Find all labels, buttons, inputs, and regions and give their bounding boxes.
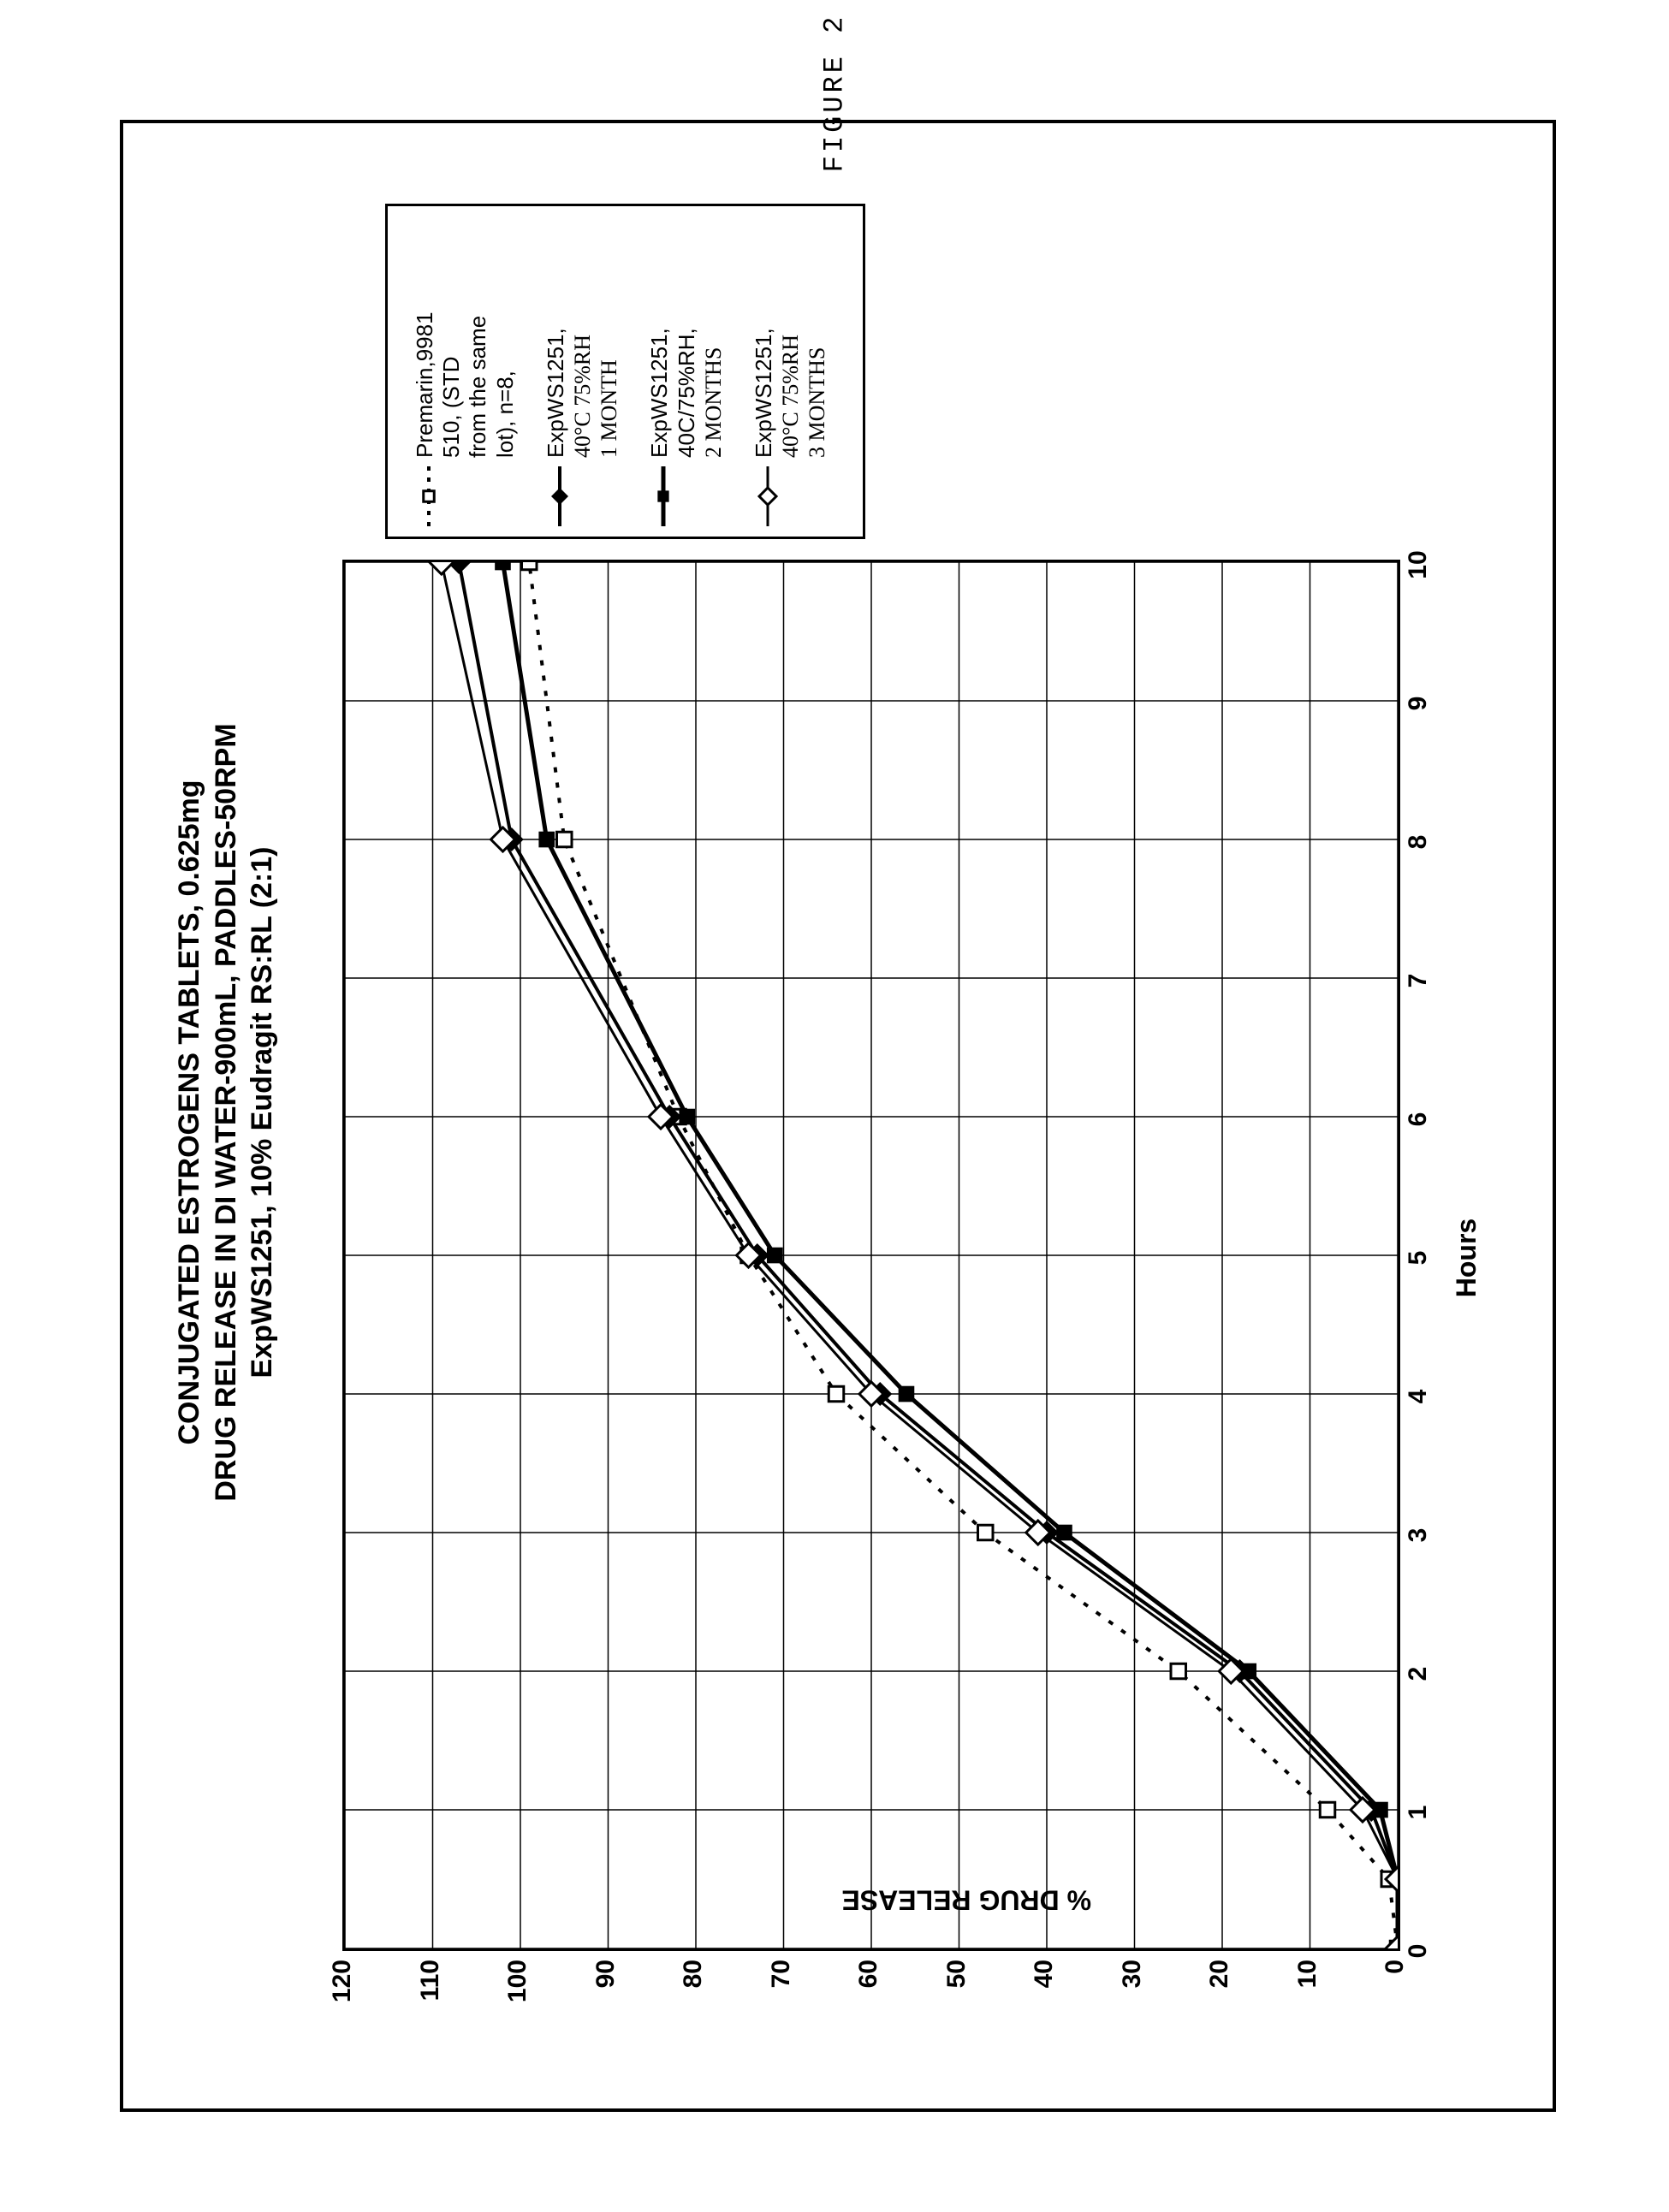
legend-swatch	[756, 466, 780, 526]
x-tick-label: 10	[1404, 550, 1433, 578]
x-tick-label: 3	[1404, 1528, 1433, 1543]
x-tick-label: 5	[1404, 1251, 1433, 1266]
y-tick-label: 90	[591, 1960, 621, 2037]
plot-area	[342, 560, 1400, 1951]
legend-item: ExpWS1251,40°C 75%RH3 MONTHS	[751, 216, 831, 526]
x-tick-label: 0	[1404, 1944, 1433, 1959]
y-tick-label: 120	[328, 1960, 357, 2037]
y-tick-label: 30	[1118, 1960, 1147, 2037]
legend-label: ExpWS1251,40°C 75%RH3 MONTHS	[751, 328, 831, 458]
y-tick-label: 40	[1030, 1960, 1059, 2037]
y-tick-label: 0	[1381, 1960, 1410, 2037]
x-tick-label: 9	[1404, 697, 1433, 711]
x-tick-label: 8	[1404, 835, 1433, 850]
legend-label: ExpWS1251,40C/75%RH,2 MONTHS	[646, 328, 727, 458]
y-tick-label: 100	[503, 1960, 532, 2037]
page: FIGURE 2 CONJUGATED ESTROGENS TABLETS, 0…	[0, 0, 1669, 2212]
legend-label: ExpWS1251,40°C 75%RH1 MONTH	[543, 328, 623, 458]
x-tick-label: 1	[1404, 1806, 1433, 1820]
y-tick-label: 70	[767, 1960, 796, 2037]
y-tick-label: 60	[854, 1960, 883, 2037]
legend-item: Premarin,9981510, (STDfrom the samelot),…	[412, 216, 519, 526]
chart-area: 0102030405060708090100110120 01234567891…	[342, 565, 1395, 1951]
chart-title-line-1: CONJUGATED ESTROGENS TABLETS, 0.625mg	[171, 120, 208, 2105]
x-tick-label: 7	[1404, 974, 1433, 988]
x-tick-label: 4	[1404, 1390, 1433, 1404]
legend-swatch	[651, 466, 675, 526]
legend-item: ExpWS1251,40C/75%RH,2 MONTHS	[646, 216, 727, 526]
y-tick-label: 20	[1205, 1960, 1234, 2037]
chart-title-line-2: DRUG RELEASE IN DI WATER-900mL, PADDLES-…	[208, 120, 245, 2105]
y-tick-label: 80	[679, 1960, 708, 2037]
y-tick-label: 50	[942, 1960, 971, 2037]
chart-title-line-3: ExpWS1251, 10% Eudragit RS:RL (2:1)	[244, 120, 281, 2105]
y-tick-label: 10	[1293, 1960, 1322, 2037]
x-tick-label: 6	[1404, 1112, 1433, 1127]
legend: Premarin,9981510, (STDfrom the samelot),…	[385, 204, 865, 539]
legend-item: ExpWS1251,40°C 75%RH1 MONTH	[543, 216, 623, 526]
legend-swatch	[417, 466, 441, 526]
plot-svg	[345, 562, 1398, 1948]
y-tick-label: 110	[416, 1960, 445, 2037]
chart-rotated-container: CONJUGATED ESTROGENS TABLETS, 0.625mg DR…	[120, 120, 1549, 2105]
x-axis-label: Hours	[1451, 1219, 1482, 1297]
legend-label: Premarin,9981510, (STDfrom the samelot),…	[412, 311, 519, 458]
legend-swatch	[548, 466, 572, 526]
chart-titles: CONJUGATED ESTROGENS TABLETS, 0.625mg DR…	[171, 120, 281, 2105]
y-axis-label: % DRUG RELEASE	[841, 1884, 1091, 1916]
x-tick-label: 2	[1404, 1667, 1433, 1681]
